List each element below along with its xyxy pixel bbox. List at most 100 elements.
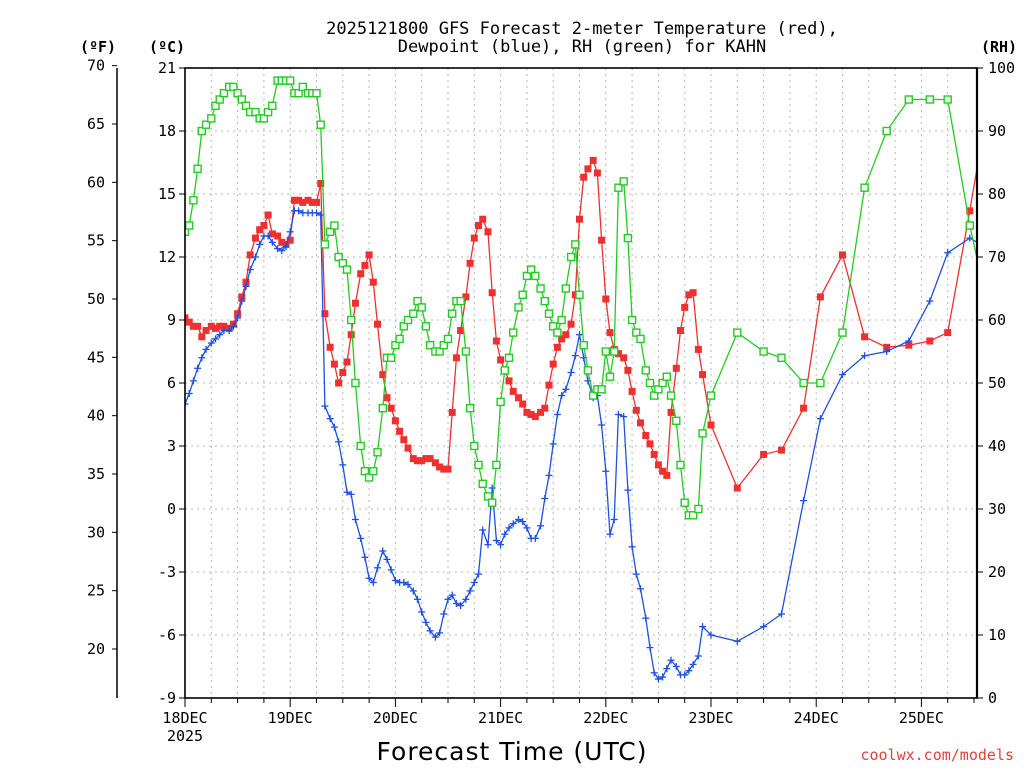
rh-point [561,284,571,293]
dewpoint-point [242,282,250,290]
dewpoint-point [537,522,545,530]
temperature-point [339,369,347,376]
temperature-point [396,427,404,435]
temperature-point [531,413,539,421]
temperature-point [492,337,500,345]
rh-point [286,76,295,85]
rh-point [658,378,667,388]
celsius-tick-label: 18 [158,122,176,140]
rh-point [496,397,505,407]
dewpoint-point [523,524,531,532]
dewpoint-point [207,339,215,347]
temperature-point [216,322,224,330]
rh-point [526,265,536,274]
dewpoint-point [347,490,355,498]
temperature-point [387,404,395,412]
temperature-point [185,314,189,322]
temperature-point [944,329,952,337]
fahrenheit-tick-label: 45 [87,348,105,366]
rh-point [259,114,269,123]
dewpoint-point [497,541,505,549]
temperature-point [650,450,658,458]
dewpoint-point [317,211,325,219]
day-tick-label: 18DEC [162,709,207,727]
dewpoint-point [313,209,320,217]
dewpoint-point [492,537,500,544]
rh-point [588,391,598,400]
dewpoint-point [650,669,658,677]
rh-point [672,416,681,425]
temperature-point [383,394,391,402]
fahrenheit-tick-label: 60 [87,173,105,191]
celsius-axis: -9 -6 -3 0 3 6 9 12 15 18 21 [158,59,185,707]
rh-point [391,341,400,350]
rh-point [364,473,374,482]
temperature-point [562,331,570,339]
dewpoint-point [286,228,294,236]
day-tick-label: 19DEC [268,709,313,727]
celsius-tick-label: 6 [167,374,176,392]
dewpoint-point [379,547,387,555]
rh-point [662,372,672,381]
temperature-point [422,455,430,463]
temperature-point [663,471,671,479]
rh-point [316,120,325,129]
rh-point [193,164,202,174]
temperature-point [400,436,408,444]
dewpoint-point [694,652,702,660]
rh-point [500,366,510,375]
celsius-tick-label: 12 [158,248,176,266]
temperature-point [457,327,465,334]
day-tick-label: 22DEC [583,709,628,727]
dewpoint-point [689,660,697,668]
rh-point [201,120,211,129]
rh-point [263,107,273,117]
dewpoint-point [659,673,667,681]
temperature-point [290,196,298,204]
temperature-point [505,377,513,385]
dewpoint-point [505,524,513,532]
temperature-point [238,293,246,301]
dewpoint-point [672,663,680,670]
temperature-point [654,461,662,469]
temperature-point [589,156,597,164]
temperature-point [628,387,636,395]
dewpoint-point [637,585,645,593]
rh-point [904,95,913,104]
temperature-point [436,463,444,471]
source-credit: coolwx.com/models [860,746,1014,764]
rh-point [601,347,610,356]
dewpoint-point [268,238,276,246]
temperature-point [251,234,259,242]
rh-point [461,347,471,356]
dewpoint-point [610,516,618,523]
rh-point [237,95,247,104]
dewpoint-point [321,402,329,410]
dewpoint-point [462,595,470,603]
temperature-point [431,459,439,467]
temperature-point [567,320,575,328]
rh-tick-label: 100 [988,59,1015,77]
temperature-point [326,343,334,351]
temperature-point [278,238,286,246]
rh-point [706,391,716,400]
rh-point [509,328,518,337]
temperature-point [452,354,460,362]
rh-point [465,404,475,413]
rh-point [470,441,479,451]
temperature-point [527,411,535,418]
dewpoint-point [452,600,460,607]
temperature-point [553,343,561,351]
celsius-tick-label: -6 [158,626,176,644]
rh-point [268,101,277,111]
rh-point [360,467,370,476]
temperature-point [659,467,667,475]
rh-point [965,221,974,230]
dewpoint-point [251,253,259,261]
dewpoint-point [466,587,474,595]
temperature-point [185,318,193,326]
dewpoint-point [553,411,561,418]
rh-point [571,240,580,249]
dewpoint-point [343,488,351,496]
temperature-point [541,404,549,412]
